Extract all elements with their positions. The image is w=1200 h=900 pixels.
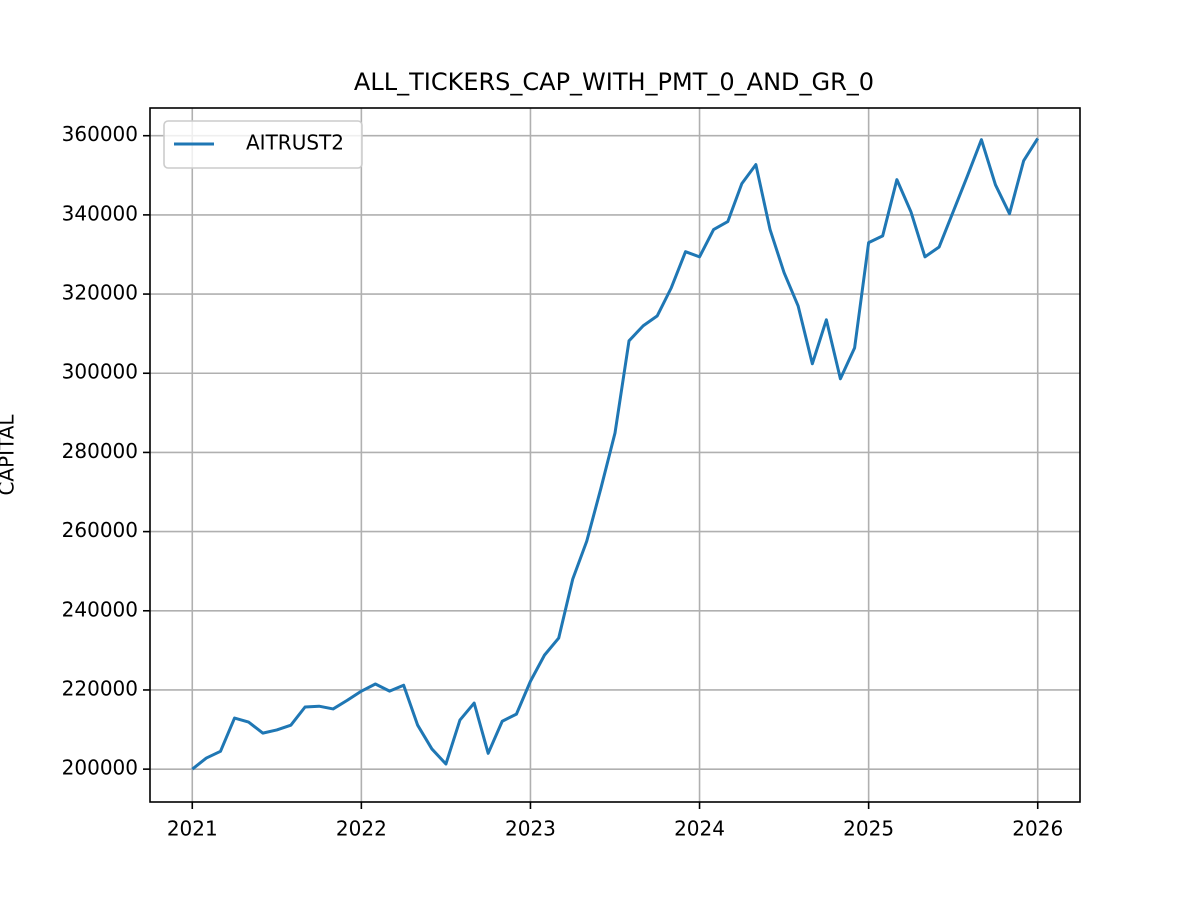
- y-tick-label: 200000: [62, 756, 138, 780]
- x-tick-label: 2026: [1012, 817, 1063, 841]
- y-tick-label: 300000: [62, 360, 138, 384]
- x-tick-label: 2023: [505, 817, 556, 841]
- y-tick-label: 360000: [62, 122, 138, 146]
- y-axis-label: CAPITAL: [0, 414, 19, 496]
- y-tick-label: 340000: [62, 201, 138, 225]
- y-tick-label: 320000: [62, 281, 138, 305]
- y-tick-label: 280000: [62, 439, 138, 463]
- y-tick-label: 220000: [62, 676, 138, 700]
- x-tick-label: 2021: [167, 817, 218, 841]
- x-tick-label: 2022: [336, 817, 387, 841]
- x-tick-label: 2025: [843, 817, 894, 841]
- legend: [163, 120, 363, 169]
- y-tick-label: 260000: [62, 518, 138, 542]
- plot: [191, 137, 1039, 771]
- y-tick-label: 240000: [62, 597, 138, 621]
- x-tick-label: 2024: [674, 817, 725, 841]
- chart-title: ALL_TICKERS_CAP_WITH_PMT_0_AND_GR_0: [354, 68, 874, 96]
- legend-label: AITRUST2: [246, 131, 344, 155]
- data-line: [191, 137, 1039, 771]
- axes-frame: [149, 107, 1081, 803]
